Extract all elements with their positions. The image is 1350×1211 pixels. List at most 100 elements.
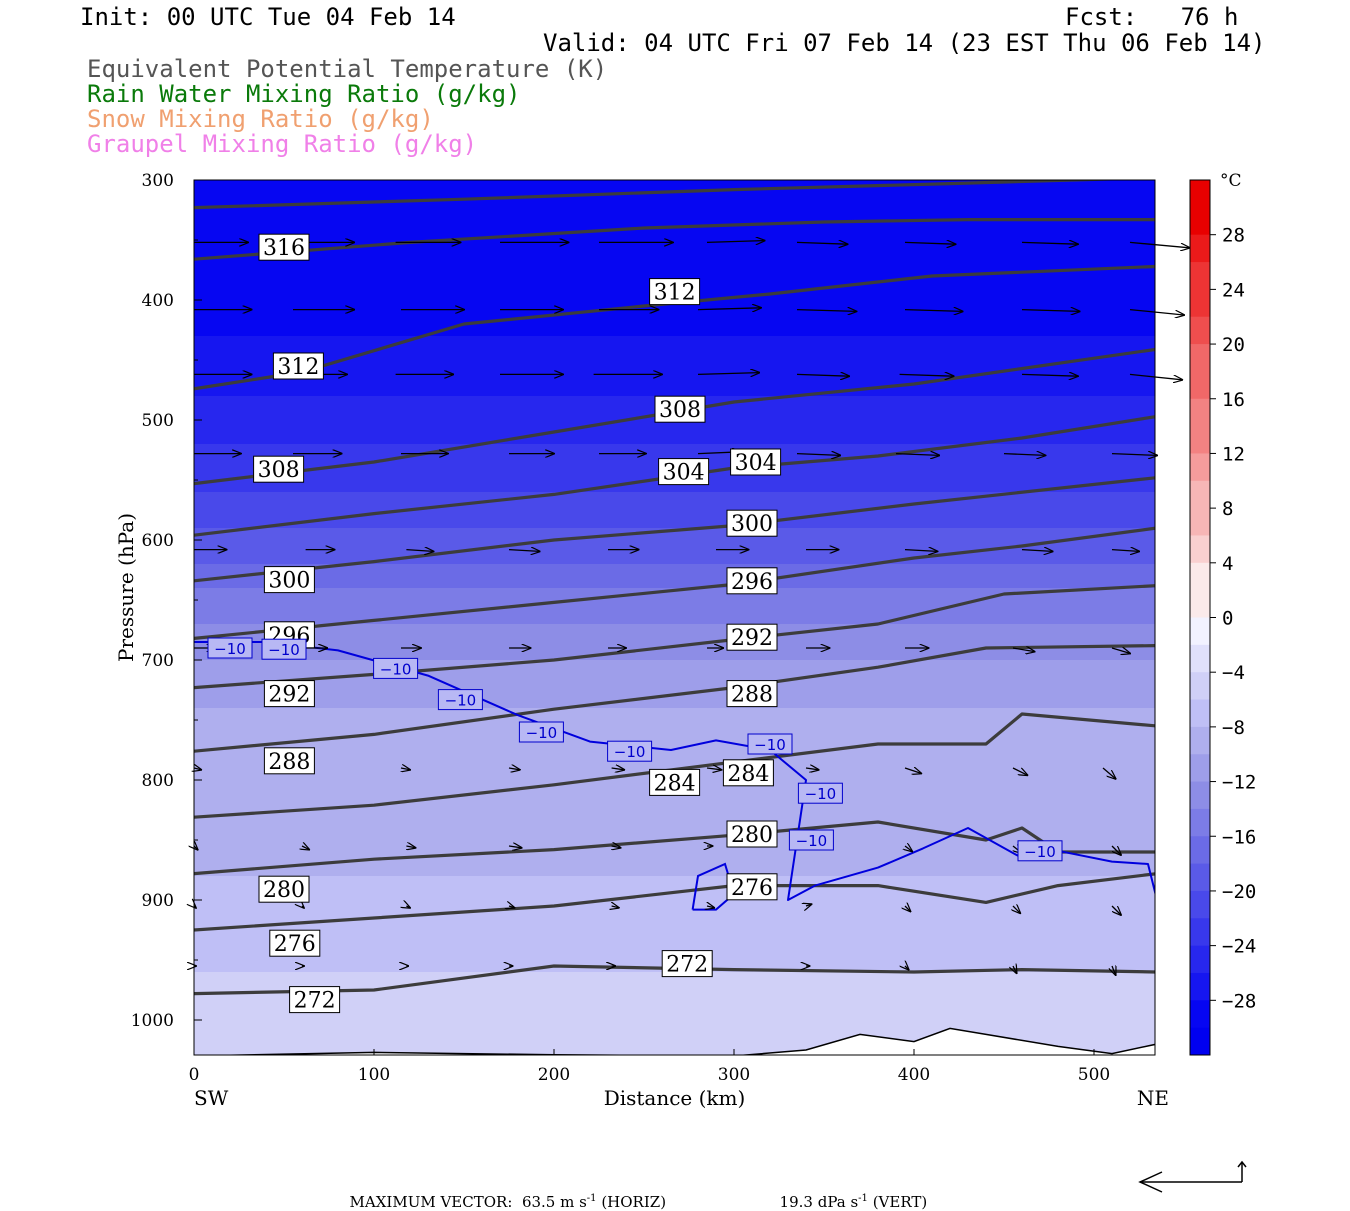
wind-vector xyxy=(1111,905,1121,915)
theta-e-label-box xyxy=(258,233,310,261)
theta-e-line xyxy=(194,964,1155,996)
temperature-band xyxy=(194,492,1155,505)
colorbar-segment xyxy=(1190,945,1210,974)
temperature-band xyxy=(194,324,1155,337)
temperature-band xyxy=(194,660,1155,673)
temperature-band xyxy=(194,816,1155,829)
colorbar-label: 12 xyxy=(1222,443,1245,465)
theta-e-label-box xyxy=(253,455,305,483)
theta-e-label: 280 xyxy=(263,878,305,903)
theta-e-label-box xyxy=(722,759,774,787)
wind-vector xyxy=(796,454,840,456)
wind-vector xyxy=(406,846,415,848)
wind-vector xyxy=(904,242,955,244)
wind-vector xyxy=(706,241,765,243)
theta-e-label: 312 xyxy=(277,355,319,380)
temperature-band xyxy=(194,576,1155,589)
colorbar-segment xyxy=(1190,644,1210,673)
theta-e-label-box xyxy=(263,747,315,775)
valid-time: Valid: 04 UTC Fri 07 Feb 14 (23 EST Thu … xyxy=(543,29,1266,57)
colorbar-label: 20 xyxy=(1222,334,1245,356)
wind-vector xyxy=(406,906,410,908)
colorbar-label: −24 xyxy=(1222,936,1256,958)
theta-e-label: 292 xyxy=(268,683,310,708)
theta-e-label-box xyxy=(289,986,341,1014)
temperature-band xyxy=(194,204,1155,217)
theta-e-line xyxy=(194,476,1155,583)
colorbar-label: 4 xyxy=(1222,553,1233,575)
theta-e-label: 276 xyxy=(274,932,316,957)
temperature-band xyxy=(194,756,1155,769)
isotherm-label: −10 xyxy=(268,641,300,659)
wind-vector xyxy=(508,846,522,848)
colorbar-label: −12 xyxy=(1222,772,1256,794)
temperature-band xyxy=(194,312,1155,325)
temperature-band xyxy=(194,432,1155,445)
wind-vector xyxy=(612,906,619,908)
theta-e-label: 272 xyxy=(666,953,708,978)
theta-e-label: 296 xyxy=(731,570,773,595)
isotherm-label: −10 xyxy=(380,660,412,678)
temperature-band xyxy=(194,624,1155,637)
theta-e-label: 284 xyxy=(654,771,696,796)
wind-vector xyxy=(899,374,954,376)
temperature-band xyxy=(194,696,1155,709)
temperature-band xyxy=(194,252,1155,265)
isotherm-label-box xyxy=(261,638,307,660)
theta-e-label: 308 xyxy=(659,398,701,423)
y-tick-label: 1000 xyxy=(131,1011,174,1031)
isotherm-label-box xyxy=(437,689,483,711)
temperature-band xyxy=(194,900,1155,913)
wind-vector xyxy=(1013,966,1017,973)
colorbar-label: −16 xyxy=(1222,826,1256,848)
temperature-band xyxy=(194,1008,1155,1021)
colorbar-label: 24 xyxy=(1222,279,1245,301)
theta-e-label-box xyxy=(269,929,321,957)
temperature-band xyxy=(194,528,1155,541)
wind-vector xyxy=(302,906,304,908)
wind-vector xyxy=(895,454,939,456)
colorbar-segment xyxy=(1190,289,1210,318)
isotherm-label-box xyxy=(373,657,419,679)
wind-vector xyxy=(1013,906,1020,913)
legend-graupel: Graupel Mixing Ratio (g/kg) xyxy=(87,130,478,158)
theta-e-label: 304 xyxy=(735,451,777,476)
wind-vector xyxy=(697,373,759,375)
colorbar-segment xyxy=(1190,398,1210,427)
colorbar-segment xyxy=(1190,863,1210,892)
colorbar-label: −4 xyxy=(1222,662,1245,684)
temperature-band xyxy=(194,828,1155,841)
temperature-band xyxy=(194,648,1155,661)
isotherm-label: −10 xyxy=(526,724,558,742)
isotherm-label-box xyxy=(1017,840,1063,862)
temperature-band xyxy=(194,264,1155,277)
colorbar-label: −20 xyxy=(1222,881,1256,903)
wind-vector xyxy=(1129,308,1184,315)
temperature-band xyxy=(194,876,1155,889)
wind-vector xyxy=(905,966,909,970)
theta-e-label-box xyxy=(272,352,324,380)
temperature-band xyxy=(194,984,1155,997)
colorbar-segment xyxy=(1190,918,1210,947)
isotherm-label-box xyxy=(747,733,793,755)
wind-vector xyxy=(508,550,540,552)
colorbar-segment xyxy=(1190,426,1210,454)
wind-vector xyxy=(1021,242,1078,244)
wind-vector xyxy=(1111,648,1130,653)
reference-vector-icon xyxy=(1138,1160,1247,1193)
colorbar-segment xyxy=(1190,836,1210,865)
colorbar-segment xyxy=(1190,781,1210,810)
y-tick-label: 600 xyxy=(142,531,174,551)
theta-e-label: 308 xyxy=(258,458,300,483)
theta-e-label-box xyxy=(661,950,713,978)
x-tick-label: 500 xyxy=(1078,1065,1110,1085)
wind-vector xyxy=(406,550,433,552)
wind-vector xyxy=(706,768,721,770)
colorbar: 28 24 20 16 12 8 4 0 −4 −8 −12 −16 −20 −24 −28 °C xyxy=(1189,171,1256,1056)
temperature-band xyxy=(194,936,1155,949)
temperature-band xyxy=(194,684,1155,697)
y-tick-label: 700 xyxy=(142,651,174,671)
theta-e-label: 300 xyxy=(268,569,310,594)
theta-e-label: 304 xyxy=(663,461,705,486)
temperature-band xyxy=(194,516,1155,529)
